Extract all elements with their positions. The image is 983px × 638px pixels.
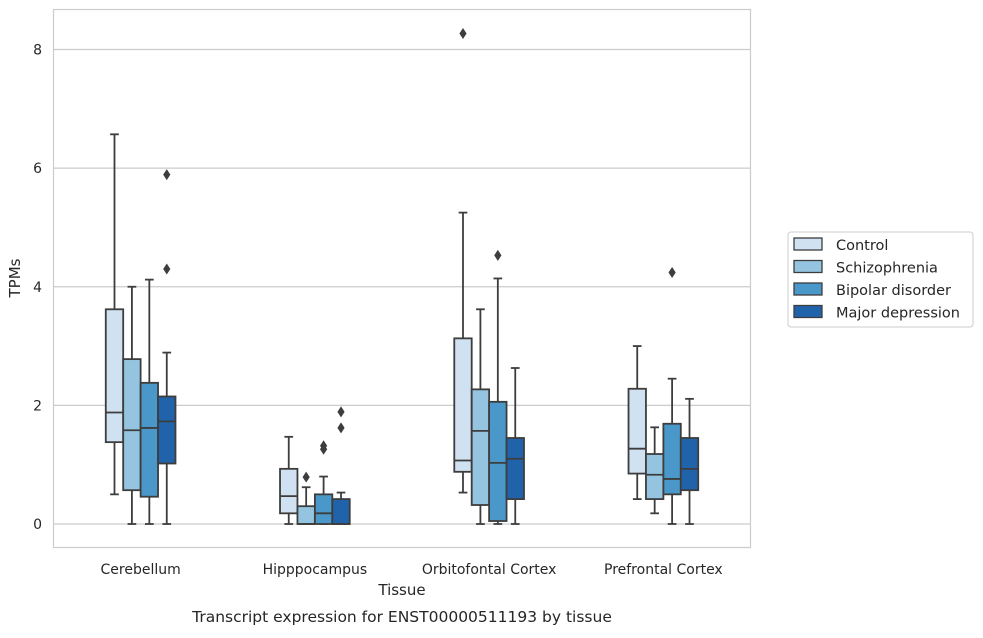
box-body [505, 437, 525, 500]
y-tick-label: 4 [33, 280, 42, 296]
legend-label: Major depression [836, 306, 960, 322]
legend-swatch [793, 304, 823, 319]
outlier-point [163, 169, 171, 181]
legend-label: Control [836, 238, 888, 254]
boxes-layer [104, 27, 700, 525]
outlier-point [337, 422, 345, 434]
box-2-3 [505, 367, 525, 525]
x-tick-label: Hipppocampus [263, 562, 368, 578]
box-body [662, 422, 682, 496]
x-axis-label: Tissue [377, 581, 425, 599]
box-body [645, 453, 665, 500]
x-axis-ticks: Cerebellum Hipppocampus Orbitofontal Corte… [101, 562, 723, 578]
outlier-point [494, 249, 502, 261]
box-body [139, 381, 159, 498]
chart-caption: Transcript expression for ENST0000051119… [191, 608, 612, 626]
y-tick-label: 6 [33, 161, 42, 177]
legend-label: Schizophrenia [836, 261, 938, 277]
legend-frame [787, 231, 974, 328]
legend-items: Control Schizophrenia Bipolar disorder Majo… [793, 237, 960, 322]
y-tick-label: 2 [33, 398, 42, 414]
y-axis-label: TPMs [6, 258, 24, 298]
box-3-0 [627, 345, 647, 500]
box-body [627, 387, 647, 475]
box-0-2 [139, 278, 159, 525]
legend-swatch [793, 237, 823, 251]
x-tick-label: Orbitofontal Cortex [422, 562, 557, 578]
y-axis-ticks: 0 2 4 6 8 [33, 43, 42, 534]
box-0-0 [104, 133, 125, 496]
legend: Control Schizophrenia Bipolar disorder Majo… [787, 231, 974, 328]
box-2-1 [470, 308, 491, 525]
box-body [470, 388, 491, 506]
box-body [331, 498, 351, 525]
box-body [488, 400, 508, 522]
plot-frame [52, 8, 752, 549]
box-0-1 [122, 285, 142, 525]
outlier-point [319, 440, 328, 452]
box-body [157, 395, 177, 465]
box-body [104, 308, 125, 444]
box-body [122, 358, 142, 492]
box-body [296, 505, 316, 525]
box-3-3 [679, 397, 700, 525]
box-1-0 [279, 435, 299, 525]
x-tick-label: Cerebellum [101, 562, 181, 578]
legend-swatch [793, 259, 823, 274]
box-3-2 [662, 267, 682, 525]
box-0-3 [157, 169, 177, 525]
outlier-point [302, 471, 310, 483]
box-2-0 [453, 27, 473, 494]
box-body [279, 467, 299, 515]
box-body [679, 437, 700, 492]
legend-swatch [793, 282, 823, 296]
x-tick-label: Prefrontal Cortex [604, 562, 723, 578]
box-1-1 [296, 471, 316, 525]
outlier-point [668, 267, 676, 279]
y-tick-label: 8 [33, 43, 42, 59]
box-3-1 [645, 426, 665, 515]
box-2-2 [488, 249, 508, 525]
legend-label: Bipolar disorder [836, 283, 951, 299]
outlier-point [163, 263, 171, 275]
outlier-point [337, 406, 345, 418]
box-body [313, 493, 334, 525]
y-tick-label: 0 [33, 517, 42, 533]
outlier-point [459, 27, 467, 39]
box-1-3 [331, 406, 351, 525]
box-1-2 [313, 440, 334, 525]
box-body [453, 337, 473, 473]
